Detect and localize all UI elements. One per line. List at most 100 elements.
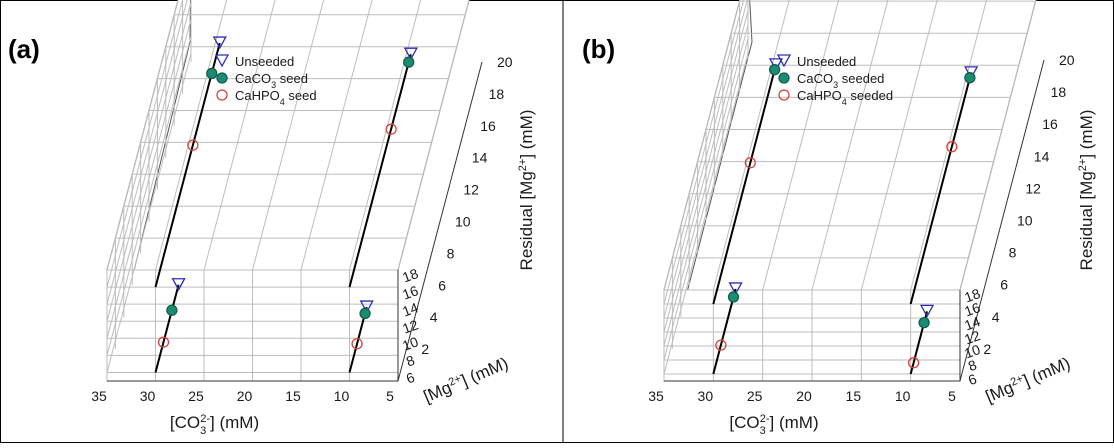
- back-wall-x-gridline: [203, 0, 276, 271]
- text-span: [CO: [170, 413, 200, 432]
- z-tick-label: 20: [1059, 52, 1075, 68]
- data-point-caco: [403, 56, 415, 68]
- z-tick-label: 12: [1025, 180, 1041, 196]
- data-stem: [348, 53, 412, 288]
- data-stem: [154, 284, 180, 373]
- data-point-cahpo: [907, 357, 920, 369]
- x-tick-label: 20: [796, 388, 812, 404]
- data-point-cahpo: [187, 139, 199, 151]
- x-tick-label: 5: [386, 388, 394, 404]
- z-tick-label: 8: [447, 245, 455, 261]
- y-tick-label: 14: [400, 299, 420, 319]
- left-wall-y-gridline: [663, 24, 749, 347]
- y-tick-label: 12: [962, 327, 982, 347]
- legend-marker: [778, 89, 790, 101]
- panel-label: (a): [8, 34, 40, 64]
- legend-entry: CaHPO4 seed: [235, 88, 317, 107]
- text-span: ] (mM): [770, 413, 819, 432]
- left-wall-y-gridline: [106, 36, 192, 356]
- data-point-unseeded: [359, 300, 374, 314]
- legend-name: Unseeded: [797, 54, 856, 69]
- text-span: [CO: [729, 413, 759, 432]
- x-tick-label: 15: [285, 388, 301, 404]
- z-axis-line: [959, 59, 1045, 382]
- z-tick-label: 10: [455, 214, 471, 230]
- data-stem: [154, 42, 221, 288]
- data-point-cahpo: [385, 123, 397, 135]
- legend-subscript: 4: [842, 97, 847, 107]
- y-tick-label: 10: [400, 333, 420, 353]
- back-wall-x-gridline: [397, 0, 470, 271]
- data-point-caco: [918, 316, 930, 329]
- left-wall-y-gridline: [663, 0, 745, 305]
- text-span: ] (mM): [1077, 110, 1096, 159]
- data-point-cahpo: [715, 339, 727, 351]
- left-wall-y-gridline: [106, 0, 179, 271]
- legend-marker: [216, 72, 228, 84]
- text-span: Residual [Mg: [517, 171, 536, 270]
- text-span: ] (mM): [1020, 354, 1073, 391]
- text-span: 3: [760, 425, 766, 437]
- text-span: Residual [Mg: [1077, 171, 1096, 270]
- data-point-caco: [727, 291, 740, 303]
- data-point-unseeded: [403, 47, 418, 61]
- data-point-caco: [964, 72, 976, 84]
- data-point-unseeded: [728, 282, 743, 296]
- y-tick-label: 18: [962, 285, 982, 305]
- text-span: ] (mM): [210, 413, 259, 432]
- z-tick-label: 16: [480, 118, 496, 134]
- y-axis-title: [Mg2+] (mM): [421, 354, 511, 407]
- x-tick-label: 35: [91, 388, 107, 404]
- legend-subscript: 3: [271, 80, 276, 90]
- x-tick-label: 25: [747, 388, 763, 404]
- z-axis-title: Residual [Mg2+] (mM): [517, 110, 536, 271]
- text-span: 2+: [447, 373, 463, 389]
- legend-marker: [778, 72, 790, 84]
- back-wall-x-gridline: [959, 0, 1037, 291]
- text-span: 2-: [760, 413, 770, 425]
- data-point-cahpo: [351, 338, 363, 350]
- x-axis-title: [CO32-] (mM): [170, 413, 259, 437]
- data-point-cahpo: [946, 141, 958, 153]
- z-tick-label: 6: [438, 277, 446, 293]
- legend-subscript: 4: [280, 97, 285, 107]
- left-wall-y-gridline: [663, 0, 741, 291]
- z-tick-label: 14: [472, 150, 488, 166]
- z-tick-label: 18: [1051, 84, 1067, 100]
- y-tick-label: 18: [400, 265, 420, 285]
- y-tick-label: 14: [962, 313, 982, 333]
- x-tick-label: 30: [698, 388, 714, 404]
- legend-name: CaCO: [235, 71, 271, 86]
- back-wall-x-gridline: [712, 0, 790, 291]
- z-tick-label: 12: [463, 182, 479, 198]
- z-tick-label: 4: [992, 309, 1000, 325]
- legend-subscript: 3: [833, 80, 838, 90]
- left-wall-y-gridline: [663, 52, 749, 375]
- data-point-caco: [166, 304, 178, 316]
- legend-marker: [776, 54, 792, 68]
- x-axis-title: [CO32-] (mM): [729, 413, 818, 437]
- text-span: ] (mM): [517, 110, 536, 159]
- back-wall-x-gridline: [811, 0, 889, 291]
- text-span: 2+: [517, 159, 529, 172]
- text-span: 3: [200, 425, 206, 437]
- back-wall-x-gridline: [762, 0, 840, 291]
- back-wall-x-gridline: [155, 0, 228, 271]
- legend-marker: [216, 89, 228, 101]
- legend-name: Unseeded: [235, 54, 294, 69]
- z-tick-label: 16: [1042, 116, 1058, 132]
- x-tick-label: 10: [334, 388, 350, 404]
- legend-entry: CaHPO4 seeded: [797, 88, 893, 107]
- back-wall-x-gridline: [252, 0, 325, 271]
- x-tick-label: 30: [140, 388, 156, 404]
- legend-suffix: seeded: [838, 71, 884, 86]
- y-tick-label: 10: [962, 341, 982, 361]
- x-tick-label: 15: [846, 388, 862, 404]
- y-tick-label: 12: [400, 316, 420, 336]
- legend-suffix: seed: [285, 88, 317, 103]
- y-tick-label: 6: [404, 369, 417, 387]
- left-wall-y-gridline: [106, 0, 184, 288]
- panel-label: (b): [582, 34, 615, 64]
